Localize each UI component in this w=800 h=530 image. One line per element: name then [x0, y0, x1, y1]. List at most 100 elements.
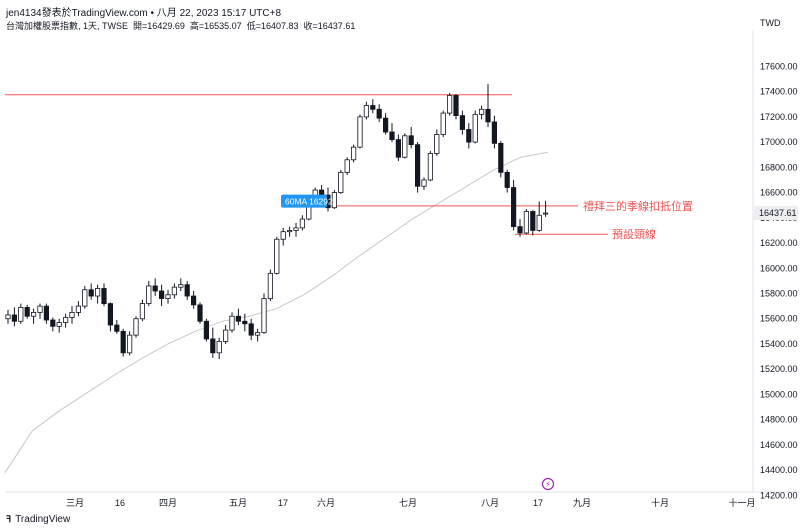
candle-body — [453, 95, 459, 117]
x-tick-label: 四月 — [159, 498, 177, 508]
y-tick-label: 16200.00 — [760, 238, 798, 248]
event-bolt-icon: ⚡ — [545, 480, 551, 489]
last-price-label-bg — [754, 206, 798, 221]
annotation-ma-deduction: 禮拜三的季線扣抵位置 — [583, 199, 693, 213]
high-label: 高 — [189, 21, 199, 31]
candle-body — [408, 135, 414, 146]
candle-body — [146, 285, 152, 305]
symbol-ohlc-line: 台灣加權股票指數, 1天, TWSE 開=16429.69 高=16535.07… — [6, 19, 355, 32]
candle-body — [293, 227, 299, 231]
candle-body — [197, 304, 203, 322]
candle-body — [331, 192, 338, 209]
candle-body — [75, 305, 81, 313]
candle-body — [402, 135, 408, 158]
candle-body — [370, 105, 376, 110]
open-value: =16429.69 — [142, 21, 185, 31]
candle-body — [139, 303, 145, 320]
candle-body — [242, 320, 248, 325]
candle-body — [344, 159, 350, 173]
candle-body — [485, 108, 491, 123]
x-tick-label: 17 — [278, 498, 288, 508]
y-tick-label: 14600.00 — [760, 440, 798, 450]
footer-brand[interactable]: ꟻ TradingView — [6, 514, 70, 525]
candle-body — [536, 214, 542, 231]
candle-body — [434, 134, 440, 154]
high-value: =16535.07 — [198, 21, 242, 31]
candle-body — [95, 288, 101, 297]
close-value: =16437.61 — [312, 21, 356, 31]
candle-body — [530, 211, 536, 231]
candle-body — [210, 338, 216, 354]
candle-body — [120, 330, 126, 354]
candle-body — [158, 290, 165, 299]
candle-body — [235, 315, 241, 322]
candle-body — [421, 179, 427, 187]
candle-body — [184, 284, 190, 297]
candle-body — [178, 284, 184, 288]
candle-body — [114, 324, 120, 332]
y-tick-label: 17400.00 — [760, 87, 798, 97]
y-tick-label: 15600.00 — [760, 314, 798, 324]
low-label: 低 — [246, 21, 256, 31]
candle-body — [254, 332, 261, 336]
candle-body — [63, 317, 69, 323]
candle-body — [171, 286, 177, 296]
candle-body — [216, 341, 222, 354]
y-tick-label: 14800.00 — [760, 415, 798, 425]
x-tick-label: 五月 — [229, 498, 247, 508]
candle-body — [133, 318, 139, 336]
close-label: 收 — [303, 21, 313, 31]
candle-body — [165, 294, 171, 299]
candle-body — [318, 189, 325, 196]
y-tick-label: 14400.00 — [760, 465, 798, 475]
candle-body — [299, 218, 306, 229]
candle-body — [37, 305, 43, 313]
y-tick-label: 15400.00 — [760, 339, 798, 349]
x-tick-label: 十月 — [651, 497, 669, 508]
candle-body — [30, 312, 37, 317]
x-tick-label: 七月 — [399, 498, 417, 508]
y-tick-label: 15000.00 — [760, 389, 798, 399]
y-tick-label: 15800.00 — [760, 289, 798, 299]
open-label: 開 — [133, 21, 143, 31]
candle-body — [440, 112, 446, 135]
tradingview-logo-icon: ꟻ — [6, 514, 12, 524]
candle-body — [24, 306, 30, 317]
ma-label-bg — [281, 194, 327, 208]
x-tick-label: 16 — [115, 498, 125, 508]
event-icon — [541, 477, 555, 491]
candle-body — [389, 131, 395, 140]
candle-body — [504, 171, 510, 188]
ma-label: 60MA 16292 — [285, 197, 333, 207]
candle-body — [11, 314, 17, 322]
x-tick-label: 十一月 — [728, 497, 755, 508]
candle-body — [88, 289, 94, 297]
candle-body — [414, 144, 421, 187]
y-tick-label: 17000.00 — [760, 137, 798, 147]
candle-body — [446, 95, 453, 114]
candle-body — [274, 238, 280, 274]
candle-body — [543, 212, 549, 215]
candle-body — [510, 187, 517, 228]
author-line: jen4134發表於TradingView.com • 八月 22, 2023 … — [6, 8, 282, 19]
candle-body — [190, 295, 197, 306]
candle-body — [376, 108, 382, 119]
x-tick-label: 九月 — [573, 498, 591, 508]
candle-body — [350, 146, 357, 161]
candle-body — [127, 334, 133, 354]
candle-body — [491, 121, 498, 144]
ma60-line — [4, 151, 549, 473]
footer-brand-text: TradingView — [15, 514, 71, 525]
candle-body — [107, 303, 113, 326]
candle-body — [18, 306, 24, 322]
annotation-neckline: 預設頸線 — [612, 227, 656, 241]
candle-body — [229, 315, 235, 331]
candle-body — [261, 298, 267, 334]
candle-body — [523, 211, 530, 234]
candle-body — [222, 329, 229, 342]
x-tick-label: 八月 — [481, 498, 499, 508]
y-tick-label: 15200.00 — [760, 364, 798, 374]
candle-body — [363, 105, 370, 118]
y-tick-label: 16800.00 — [760, 162, 798, 172]
